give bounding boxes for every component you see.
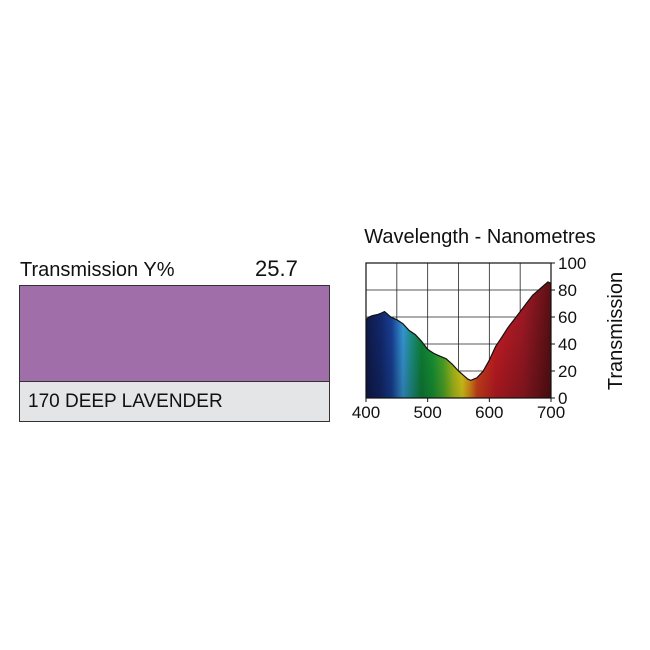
x-tick-label: 500 [413, 403, 441, 422]
y-tick-label: 0 [558, 389, 567, 408]
transmission-curve [365, 281, 552, 382]
x-tick-label: 400 [352, 403, 380, 422]
color-swatch: 170 DEEP LAVENDER [19, 285, 330, 422]
transmission-chart: Wavelength - Nanometres 400 500 600 7000204… [352, 226, 627, 422]
y-tick-label: 100 [558, 254, 586, 273]
transmission-label: Transmission Y% [20, 259, 175, 281]
filter-name: 170 DEEP LAVENDER [28, 391, 223, 412]
chart-title: Wavelength - Nanometres [364, 226, 596, 248]
y-tick-label: 40 [558, 335, 577, 354]
y-tick-label: 60 [558, 308, 577, 327]
plot-frame [365, 262, 552, 399]
transmission-value: 25.7 [255, 256, 298, 281]
y-tick-label: 80 [558, 281, 577, 300]
y-tick-label: 20 [558, 362, 577, 381]
x-tick-label: 600 [475, 403, 503, 422]
filter-name-bar: 170 DEEP LAVENDER [20, 381, 329, 421]
x-tick-label: 700 [537, 403, 565, 422]
y-axis-label: Transmission [605, 272, 627, 390]
transmission-area-shade [366, 281, 551, 398]
swatch-color-fill [20, 286, 329, 382]
